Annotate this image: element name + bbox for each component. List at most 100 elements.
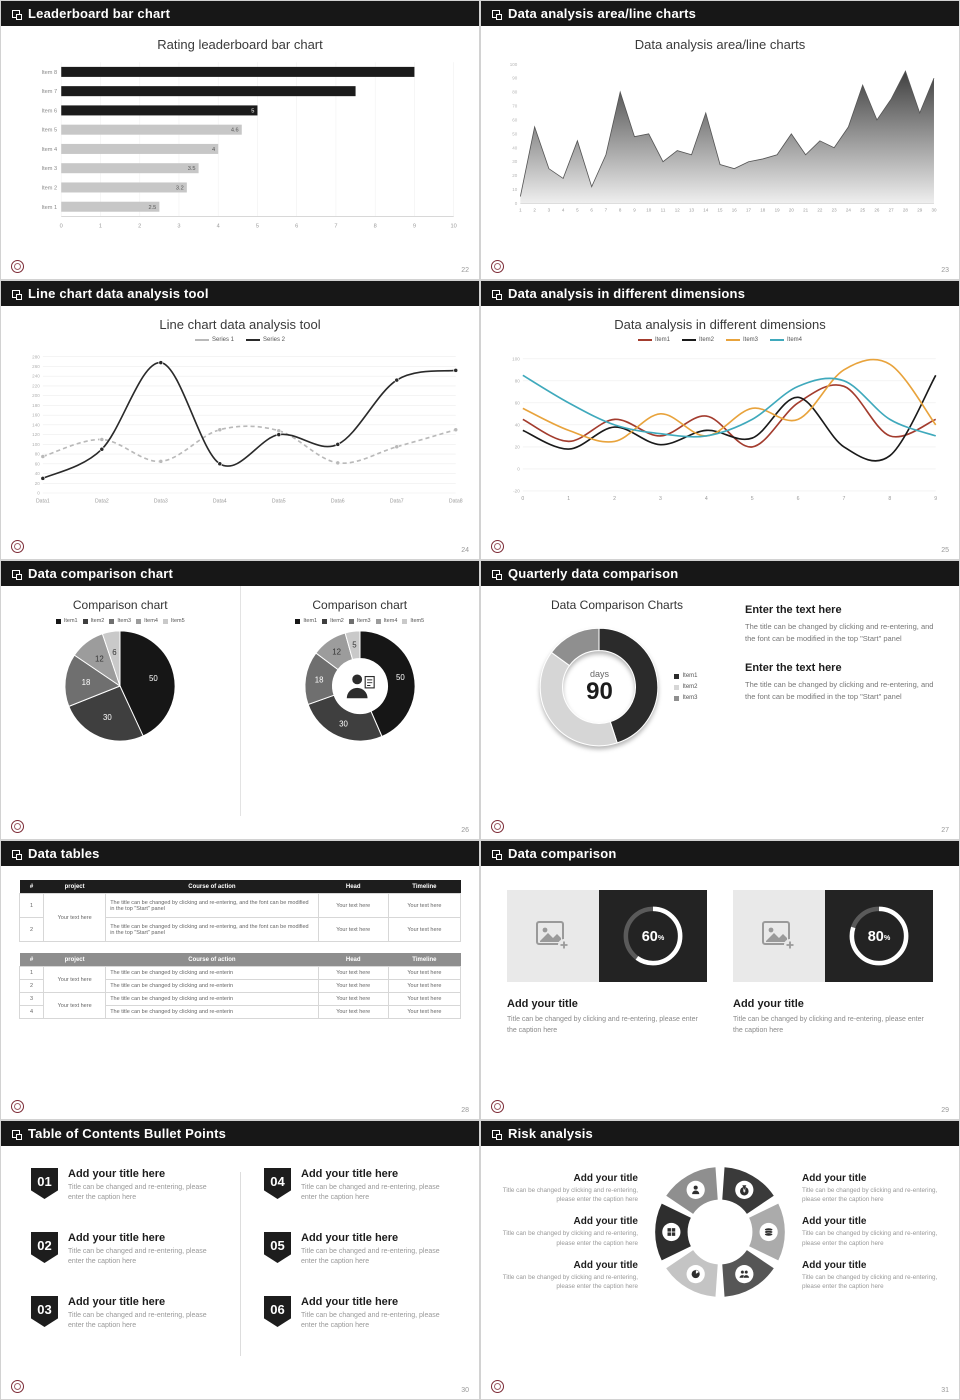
svg-text:0: 0: [515, 201, 518, 206]
svg-text:80: 80: [512, 90, 518, 95]
legend-label: Item1: [303, 618, 318, 624]
pie-chart: 50 30 18 12 6: [64, 630, 176, 742]
svg-text:Item 7: Item 7: [42, 89, 58, 95]
risk-block: Add your title Title can be changed by c…: [802, 1260, 946, 1291]
svg-text:4.6: 4.6: [231, 128, 239, 134]
risk-block-title: Add your title: [802, 1216, 867, 1228]
svg-text:60: 60: [515, 400, 521, 405]
progress-box: 80%: [825, 890, 933, 982]
svg-text:6: 6: [113, 648, 118, 657]
svg-text:-20: -20: [513, 488, 520, 493]
slide-dimensions-chart[interactable]: Data analysis in different dimensions Da…: [480, 280, 960, 560]
legend-label: Item2: [330, 618, 344, 624]
col-header-num: #: [19, 880, 44, 894]
donut-center: [301, 627, 419, 745]
item3-swatch-icon: [109, 618, 115, 624]
svg-text:25: 25: [860, 208, 866, 213]
table-header-row: # project Course of action Head Timeline: [19, 953, 461, 967]
slide-header-title: Table of Contents Bullet Points: [28, 1126, 227, 1141]
svg-text:19: 19: [775, 208, 781, 213]
risk-block: Add your title Title can be changed by c…: [802, 1216, 946, 1247]
slide-data-comparison-rings[interactable]: Data comparison 60%: [480, 840, 960, 1120]
page-number: 31: [941, 1387, 949, 1394]
block-body: The title can be changed by clicking and…: [745, 680, 934, 701]
number-badge: 05: [264, 1232, 291, 1263]
seal-logo-icon: [491, 260, 504, 273]
toc-item-02: 02 Add your title here Title can be chan…: [31, 1232, 216, 1296]
donut-row: days 90 Item1 Item2 Item3: [536, 624, 698, 750]
chart-title: Data Comparison Charts: [550, 598, 684, 612]
cell-num: 3: [18, 992, 45, 1006]
slide-toc-bullets[interactable]: Table of Contents Bullet Points 01 Add y…: [0, 1120, 480, 1400]
svg-text:60: 60: [512, 117, 518, 122]
svg-text:Data8: Data8: [449, 498, 463, 504]
bullet-square-icon: [12, 569, 22, 580]
svg-text:80%: 80%: [868, 929, 891, 945]
svg-text:20: 20: [789, 208, 795, 213]
pie-chart-wrap: 50 30 18 12 6: [61, 627, 179, 745]
donut-chart-wrap: days 90: [536, 624, 662, 750]
svg-text:12: 12: [675, 208, 681, 213]
risk-block-caption: Title can be changed by clicking and re-…: [802, 1230, 938, 1247]
svg-text:90: 90: [512, 76, 518, 81]
legend-label: Item4: [787, 337, 803, 343]
tables-body: # project Course of action Head Timeline…: [1, 866, 479, 1019]
item4-swatch-icon: [136, 618, 142, 624]
slide-header-title: Data comparison: [508, 846, 617, 861]
number-badge: 03: [31, 1296, 58, 1327]
slide-header: Table of Contents Bullet Points: [1, 1121, 479, 1146]
image-placeholder-box: [733, 890, 825, 982]
legend-label: Series 1: [211, 337, 234, 343]
svg-text:2.5: 2.5: [148, 205, 156, 211]
svg-text:3: 3: [659, 496, 662, 502]
legend-item: Series 2: [246, 337, 285, 343]
svg-text:20: 20: [515, 444, 521, 449]
page-number: 30: [461, 1387, 469, 1394]
svg-text:30: 30: [931, 208, 937, 213]
table-row: 4 The title can be changed by clicking a…: [18, 1005, 462, 1019]
legend-item: Item4: [375, 618, 398, 624]
card-caption: Title can be changed by clicking and re-…: [507, 1016, 698, 1034]
slide-leaderboard-bar-chart[interactable]: Leaderboard bar chart Rating leaderboard…: [0, 0, 480, 280]
seal-logo-icon: [491, 540, 504, 553]
cell-head: Your text here: [317, 917, 389, 942]
slide-area-line-chart[interactable]: Data analysis area/line charts Data anal…: [480, 0, 960, 280]
slide-risk-analysis[interactable]: Risk analysis Add your title Title can b…: [480, 1120, 960, 1400]
svg-text:13: 13: [689, 208, 695, 213]
seal-logo-icon: [491, 1380, 504, 1393]
legend-label: Item3: [117, 618, 132, 624]
slide-data-comparison-chart[interactable]: Data comparison chart Comparison chart I…: [0, 560, 480, 840]
legend-item: Series 1: [194, 337, 234, 343]
svg-text:50: 50: [396, 673, 405, 682]
card-media: 60%: [507, 890, 707, 982]
slide-quarterly-comparison[interactable]: Quarterly data comparison Data Compariso…: [480, 560, 960, 840]
slide-header-title: Data analysis area/line charts: [508, 6, 697, 21]
legend-label: Item3: [743, 337, 759, 343]
svg-text:16: 16: [732, 208, 738, 213]
svg-text:50: 50: [512, 131, 518, 136]
cell-head: Your text here: [317, 979, 389, 993]
legend-item: Item3: [726, 337, 758, 343]
slide-line-chart-tool[interactable]: Line chart data analysis tool Line chart…: [0, 280, 480, 560]
donut-center-label: days: [589, 669, 609, 680]
cell-course: The title can be changed by clicking and…: [105, 992, 319, 1006]
number-badge: 06: [264, 1296, 291, 1327]
svg-text:27: 27: [889, 208, 895, 213]
svg-text:14: 14: [703, 208, 709, 213]
table-row: 2 The title can be changed by clicking a…: [18, 917, 462, 942]
risk-block-caption: Title can be changed by clicking and re-…: [502, 1273, 638, 1290]
series1-line-swatch-icon: [194, 339, 209, 341]
svg-text:Data6: Data6: [331, 498, 345, 504]
bullet-square-icon: [492, 1129, 502, 1140]
risk-block-title: Add your title: [573, 1216, 638, 1228]
image-placeholder-icon: [762, 921, 796, 951]
table-row: 2 The title can be changed by clicking a…: [18, 979, 462, 993]
slide-data-tables[interactable]: Data tables # project Course of action H…: [0, 840, 480, 1120]
toc-item-caption: Title can be changed and re-entering, pl…: [68, 1184, 207, 1201]
svg-text:10: 10: [451, 224, 457, 230]
cell-timeline: Your text here: [387, 1005, 462, 1019]
toc-item-05: 05 Add your title here Title can be chan…: [264, 1232, 449, 1296]
legend-label: Item4: [383, 618, 398, 624]
cell-head: Your text here: [317, 1005, 389, 1019]
presenter-icon: [346, 674, 375, 699]
